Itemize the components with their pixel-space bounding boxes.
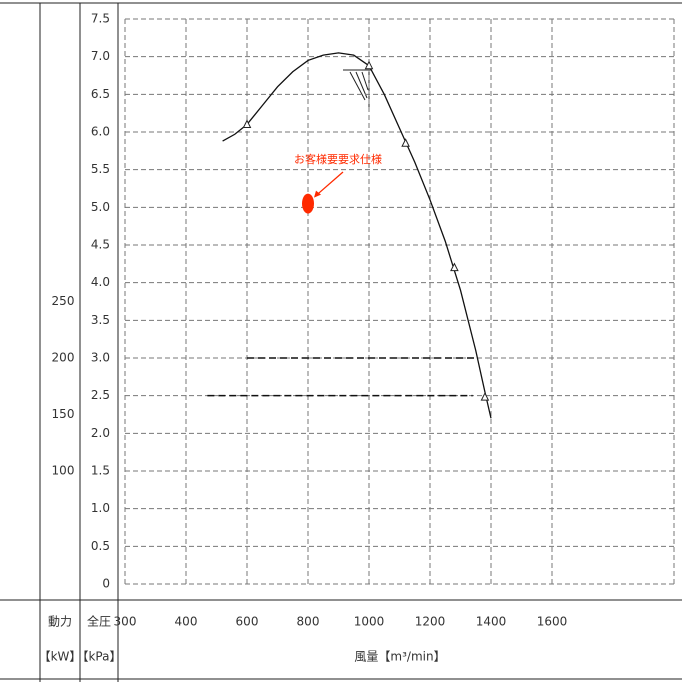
line bbox=[222, 52, 492, 419]
y2-tick-label: 100 bbox=[52, 464, 75, 478]
marker bbox=[401, 138, 410, 147]
y-tick-label: 7.0 bbox=[91, 49, 110, 63]
x-tick-label: 1000 bbox=[354, 615, 385, 629]
y-tick-label: 1.0 bbox=[91, 501, 110, 515]
x-tick-label: 600 bbox=[236, 615, 259, 629]
y-tick-label: 5.0 bbox=[91, 200, 110, 214]
y2-header: 動力 bbox=[48, 615, 72, 629]
y-tick-label: 3.5 bbox=[91, 313, 110, 327]
y-tick-label: 2.5 bbox=[91, 388, 110, 402]
y-unit: 【kPa】 bbox=[76, 650, 121, 664]
requirement-point bbox=[302, 193, 314, 214]
x-tick-label: 400 bbox=[175, 615, 198, 629]
y-tick-label: 0 bbox=[102, 577, 110, 591]
y-tick-label: 2.0 bbox=[91, 426, 110, 440]
y-tick-label: 0.5 bbox=[91, 539, 110, 553]
x-tick-label: 1200 bbox=[415, 615, 446, 629]
x-tick-label: 800 bbox=[297, 615, 320, 629]
y2-tick-label: 250 bbox=[52, 294, 75, 308]
y-tick-label: 1.5 bbox=[91, 464, 110, 478]
y-tick-label: 7.5 bbox=[91, 12, 110, 26]
x-tick-label: 300 bbox=[114, 615, 137, 629]
annotation-arrow bbox=[315, 171, 344, 197]
x-tick-label: 1600 bbox=[537, 615, 568, 629]
y-header: 全圧 bbox=[87, 614, 111, 629]
x-axis-label: 風量【m³/min】 bbox=[354, 650, 445, 664]
y2-tick-label: 150 bbox=[52, 407, 75, 421]
marker bbox=[480, 392, 490, 401]
y-tick-label: 6.0 bbox=[91, 125, 110, 139]
marker bbox=[364, 60, 374, 70]
arrow-head bbox=[314, 190, 321, 198]
y-tick-label: 4.0 bbox=[91, 275, 110, 289]
y-tick-label: 3.0 bbox=[91, 351, 110, 365]
marker bbox=[242, 119, 252, 128]
y-tick-label: 4.5 bbox=[91, 238, 110, 252]
y2-tick-label: 200 bbox=[52, 351, 75, 365]
y2-unit: 【kW】 bbox=[39, 650, 82, 664]
y-tick-label: 5.5 bbox=[91, 162, 110, 176]
annotation: お客様要要求仕様 bbox=[294, 152, 382, 166]
y-tick-label: 6.5 bbox=[91, 87, 110, 101]
marker bbox=[450, 262, 459, 272]
x-tick-label: 1400 bbox=[476, 615, 507, 629]
